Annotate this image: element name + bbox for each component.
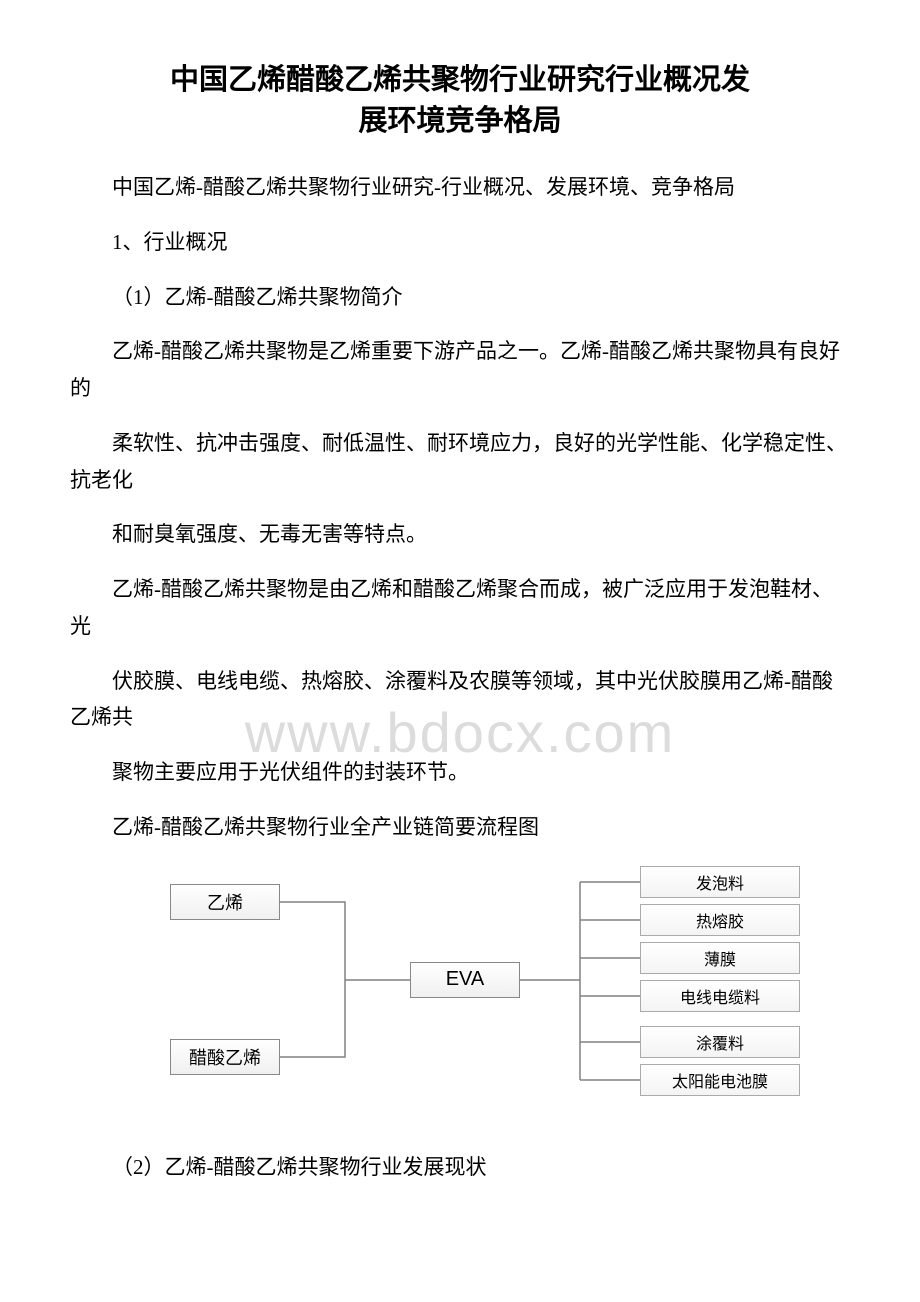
paragraph: 1、行业概况 bbox=[70, 224, 850, 261]
flow-node-output: 热熔胶 bbox=[640, 904, 800, 936]
flow-node-center-eva: EVA bbox=[410, 962, 520, 998]
paragraph: 聚物主要应用于光伏组件的封装环节。 bbox=[70, 754, 850, 791]
flow-node-output: 发泡料 bbox=[640, 866, 800, 898]
title-line-1: 中国乙烯醋酸乙烯共聚物行业研究行业概况发 bbox=[170, 64, 750, 96]
eva-flowchart: 乙烯 醋酸乙烯 EVA 发泡料 热熔胶 薄膜 电线电缆料 涂覆料 太阳能电池膜 bbox=[110, 864, 810, 1124]
title-line-2: 展环境竞争格局 bbox=[358, 105, 561, 137]
paragraph: 乙烯-醋酸乙烯共聚物是由乙烯和醋酸乙烯聚合而成，被广泛应用于发泡鞋材、光 bbox=[70, 571, 850, 645]
flow-node-output: 薄膜 bbox=[640, 942, 800, 974]
page-title: 中国乙烯醋酸乙烯共聚物行业研究行业概况发 展环境竞争格局 bbox=[70, 60, 850, 141]
flow-node-output: 电线电缆料 bbox=[640, 980, 800, 1012]
flow-node-output: 太阳能电池膜 bbox=[640, 1064, 800, 1096]
flow-node-input-ethylene: 乙烯 bbox=[170, 884, 280, 920]
paragraph: （2）乙烯-醋酸乙烯共聚物行业发展现状 bbox=[70, 1149, 850, 1186]
document-content: 中国乙烯醋酸乙烯共聚物行业研究行业概况发 展环境竞争格局 中国乙烯-醋酸乙烯共聚… bbox=[70, 60, 850, 1185]
paragraph: 乙烯-醋酸乙烯共聚物行业全产业链简要流程图 bbox=[70, 809, 850, 846]
paragraph: 伏胶膜、电线电缆、热熔胶、涂覆料及农膜等领域，其中光伏胶膜用乙烯-醋酸乙烯共 bbox=[70, 663, 850, 737]
paragraph: 中国乙烯-醋酸乙烯共聚物行业研究-行业概况、发展环境、竞争格局 bbox=[70, 169, 850, 206]
paragraph: 乙烯-醋酸乙烯共聚物是乙烯重要下游产品之一。乙烯-醋酸乙烯共聚物具有良好的 bbox=[70, 333, 850, 407]
paragraph: 柔软性、抗冲击强度、耐低温性、耐环境应力，良好的光学性能、化学稳定性、抗老化 bbox=[70, 425, 850, 499]
flow-node-output: 涂覆料 bbox=[640, 1026, 800, 1058]
flow-node-input-vinyl-acetate: 醋酸乙烯 bbox=[170, 1039, 280, 1075]
paragraph: 和耐臭氧强度、无毒无害等特点。 bbox=[70, 516, 850, 553]
paragraph: （1）乙烯-醋酸乙烯共聚物简介 bbox=[70, 279, 850, 316]
